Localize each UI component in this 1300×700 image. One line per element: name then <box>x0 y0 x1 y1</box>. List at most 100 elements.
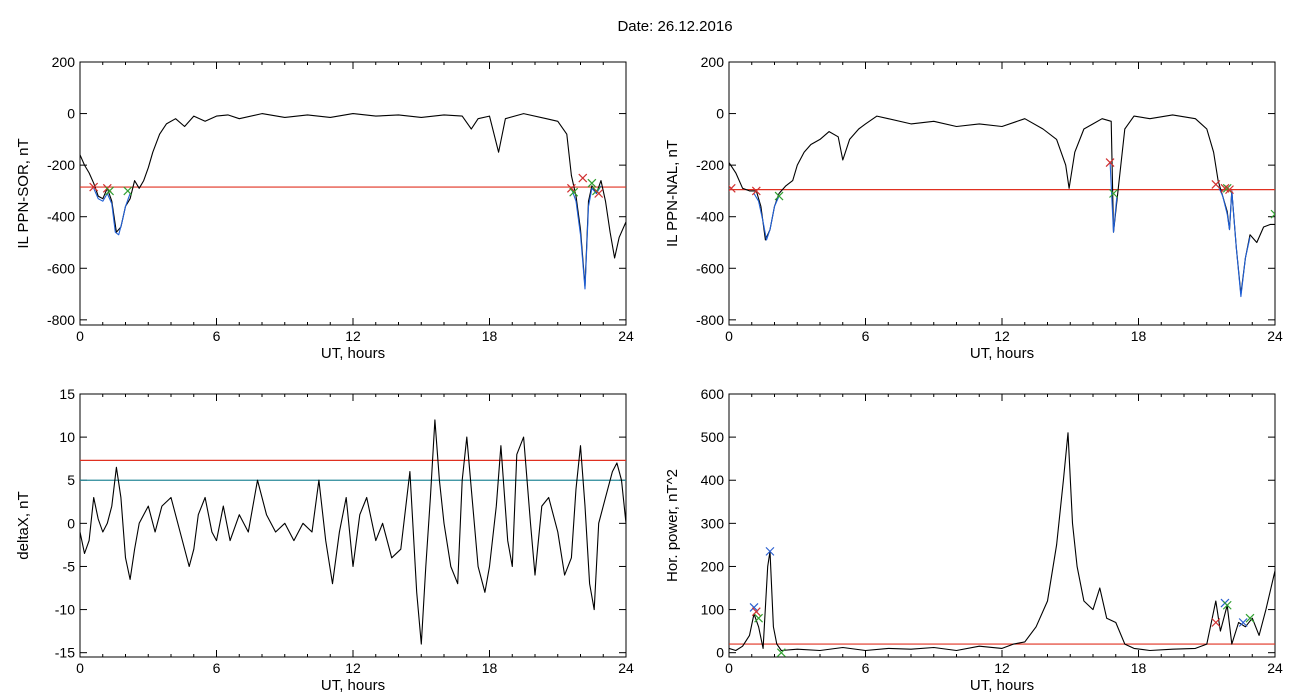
event-marker <box>578 173 588 183</box>
y-tick-label: -800 <box>47 312 75 328</box>
marker-stroke <box>566 183 576 193</box>
event-marker <box>1222 183 1232 193</box>
y-tick-label: -600 <box>47 260 75 276</box>
data-series-1 <box>80 419 626 645</box>
marker-stroke <box>1270 209 1275 215</box>
event-marker <box>774 191 784 201</box>
y-axis-label: IL PPN-NAL, nT <box>664 140 681 247</box>
event-marker <box>749 602 759 612</box>
y-tick-label: -5 <box>63 558 76 574</box>
y-tick-label: 0 <box>716 645 724 661</box>
y-tick-label: 10 <box>59 429 75 445</box>
marker-stroke <box>1220 183 1230 193</box>
y-tick-label: -800 <box>696 312 724 328</box>
x-tick-label: 24 <box>1267 328 1283 344</box>
y-tick-label: -600 <box>696 260 724 276</box>
event-marker <box>776 648 786 657</box>
y-tick-label: 5 <box>67 472 75 488</box>
x-tick-label: 6 <box>862 328 870 344</box>
x-tick-label: 24 <box>618 660 634 676</box>
x-axis-label: UT, hours <box>321 345 385 362</box>
axes-frame <box>79 393 627 658</box>
y-tick-label: 0 <box>716 106 724 122</box>
x-tick-label: 12 <box>345 660 361 676</box>
marker-stroke <box>569 187 579 197</box>
marker-stroke <box>1109 189 1118 198</box>
axes-frame <box>79 61 627 326</box>
marker-stroke <box>749 602 759 612</box>
event-marker <box>123 186 133 196</box>
y-tick-label: 200 <box>701 54 725 70</box>
marker-stroke <box>774 191 784 201</box>
event-marker <box>1238 618 1248 627</box>
y-tick-label: 0 <box>67 515 75 531</box>
x-tick-label: 12 <box>994 660 1010 676</box>
chart-panel-3: 0 6 12 18 24 -15 -10 -5 0 5 10 15 UT, hours deltaX, n… <box>15 386 634 694</box>
chart-panel-1: 0 6 12 18 24 -800 -600 -400 -200 0 200 UT, hours IL … <box>15 54 634 362</box>
data-series-3 <box>1109 162 1118 233</box>
x-tick-label: 6 <box>213 328 221 344</box>
y-tick-label: 200 <box>701 558 725 574</box>
y-tick-label: 500 <box>701 429 725 445</box>
chart-panel-4: 0 6 12 18 24 0 100 200 300 400 500 600 UT, hours Hor.… <box>664 386 1283 694</box>
y-tick-label: 300 <box>701 515 725 531</box>
x-axis-label: UT, hours <box>970 345 1034 362</box>
y-tick-label: -400 <box>47 209 75 225</box>
x-tick-label: 24 <box>618 328 634 344</box>
data-series-2 <box>93 188 131 236</box>
chart-panel-2: 0 6 12 18 24 -800 -600 -400 -200 0 200 UT, hours IL … <box>664 54 1283 362</box>
y-axis-label: deltaX, nT <box>15 491 32 559</box>
marker-stroke <box>1211 618 1221 627</box>
event-marker <box>754 613 763 623</box>
y-tick-label: -15 <box>55 645 75 661</box>
y-tick-label: -10 <box>55 602 75 618</box>
y-tick-label: 15 <box>59 386 75 402</box>
event-marker <box>569 187 579 197</box>
event-marker <box>1211 618 1221 627</box>
marker-stroke <box>729 183 736 192</box>
event-marker <box>751 607 761 617</box>
marker-stroke <box>1238 618 1248 627</box>
event-marker <box>729 183 736 193</box>
x-tick-label: 18 <box>482 660 498 676</box>
data-series-1 <box>80 113 626 287</box>
event-marker <box>765 546 775 556</box>
figure-title: Date: 26.12.2016 <box>617 18 733 35</box>
event-marker <box>587 178 597 188</box>
marker-stroke <box>765 546 775 556</box>
marker-stroke <box>754 613 763 623</box>
y-axis-label: IL PPN-SOR, nT <box>15 138 32 248</box>
event-marker <box>1211 180 1221 189</box>
event-marker <box>594 189 604 198</box>
marker-stroke <box>1245 613 1255 623</box>
x-tick-label: 6 <box>862 660 870 676</box>
marker-stroke <box>751 186 761 196</box>
marker-stroke <box>1222 600 1232 610</box>
y-tick-label: -200 <box>47 157 75 173</box>
x-axis-label: UT, hours <box>970 677 1034 694</box>
event-marker <box>1225 185 1234 195</box>
axes-frame <box>728 393 1276 658</box>
marker-stroke <box>123 186 133 196</box>
x-tick-label: 0 <box>725 328 733 344</box>
marker-stroke <box>1105 158 1115 167</box>
marker-stroke <box>594 189 604 198</box>
axes-frame <box>728 61 1276 326</box>
x-tick-label: 0 <box>76 660 84 676</box>
data-series-2 <box>753 193 780 241</box>
data-series-3 <box>570 185 602 290</box>
x-tick-label: 0 <box>76 328 84 344</box>
data-series-4 <box>1217 185 1251 298</box>
event-marker <box>105 186 114 196</box>
data-series-1 <box>729 432 1275 652</box>
marker-stroke <box>776 648 786 657</box>
event-marker <box>1109 189 1118 198</box>
event-marker <box>751 186 761 196</box>
x-tick-label: 24 <box>1267 660 1283 676</box>
marker-stroke <box>587 178 597 188</box>
data-series-1 <box>729 114 1275 295</box>
marker-stroke <box>751 607 761 617</box>
x-tick-label: 18 <box>482 328 498 344</box>
event-marker <box>89 182 99 192</box>
